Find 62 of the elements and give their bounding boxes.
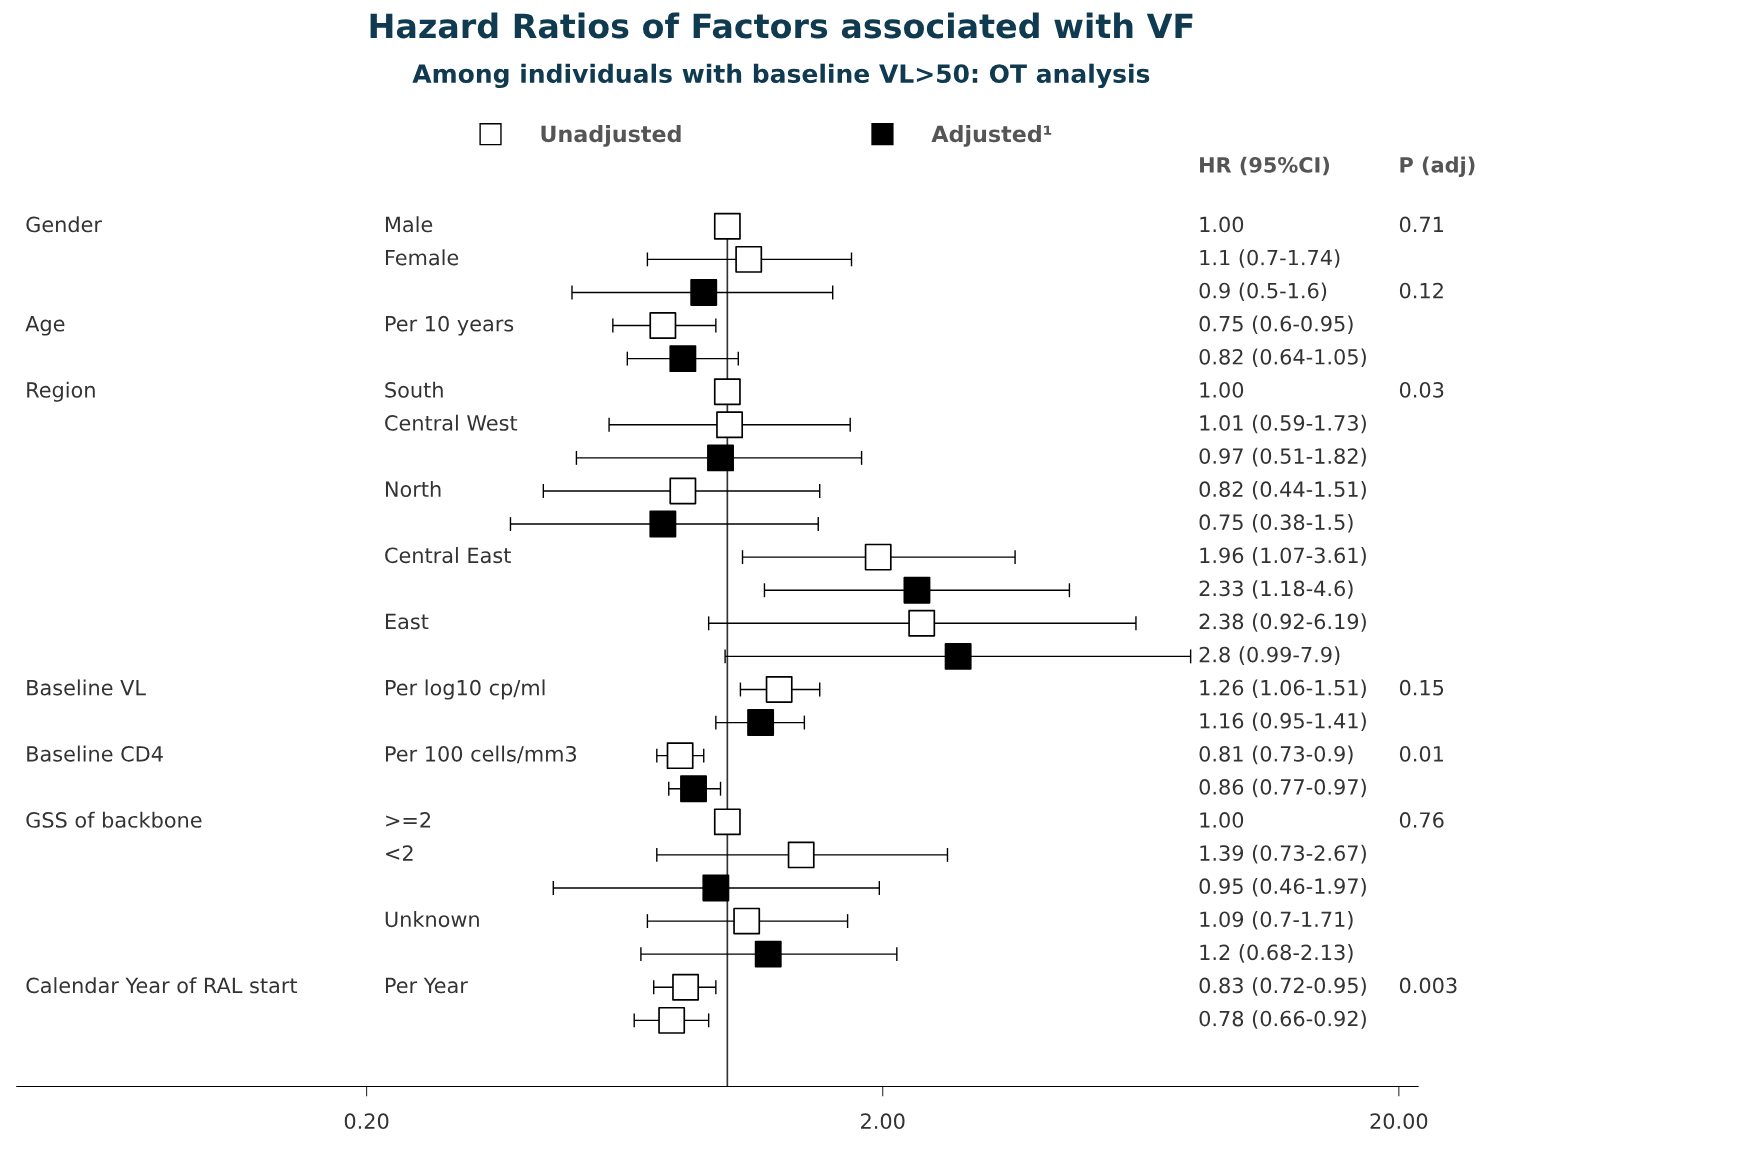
annotation: 0.78 (0.66-0.92) xyxy=(1199,1010,1366,1029)
y-tick-label: Unknown xyxy=(385,911,479,928)
y-tick-label: >=2 xyxy=(386,812,431,828)
y-tick-label: North xyxy=(385,480,441,498)
y-tick-label: East xyxy=(385,613,429,630)
annotation: 1.00 xyxy=(1200,216,1244,233)
annotation: 0.82 (0.64-1.05) xyxy=(1199,348,1366,368)
legend-label: Unadjusted xyxy=(541,125,681,147)
chart-title: Hazard Ratios of Factors associated with VF xyxy=(370,12,1193,39)
y2-tick-label: Region xyxy=(27,381,95,402)
x-tick-label: 2.00 xyxy=(861,1113,905,1130)
y-tick-label: Per log10 cp/ml xyxy=(385,679,545,700)
annotation: 0.86 (0.77-0.97) xyxy=(1199,778,1366,798)
y2-tick-label: Baseline VL xyxy=(27,679,146,696)
chart-subtitle: Among individuals with baseline VL>50: OT analysis xyxy=(412,63,1150,89)
y-tick-label: Central East xyxy=(385,547,511,564)
annotation: 1.09 (0.7-1.71) xyxy=(1200,911,1353,930)
annotation: 1.00 xyxy=(1200,381,1244,398)
annotation: 1.1 (0.7-1.74) xyxy=(1200,249,1340,268)
annotation: 0.95 (0.46-1.97) xyxy=(1199,877,1366,897)
annotation: 1.39 (0.73-2.67) xyxy=(1200,844,1366,864)
y-tick-label: South xyxy=(385,381,443,398)
annotation: 2.8 (0.99-7.9) xyxy=(1199,646,1340,665)
y-tick-label: Per 100 cells/mm3 xyxy=(385,745,577,764)
annotation: 0.003 xyxy=(1399,977,1457,994)
annotation: 0.83 (0.72-0.95) xyxy=(1199,977,1366,996)
y-tick-label: <2 xyxy=(386,845,413,861)
y2-tick-label: GSS of backbone xyxy=(26,811,202,828)
annotation: 2.38 (0.92-6.19) xyxy=(1199,613,1366,632)
y-tick-label: Central West xyxy=(385,414,518,431)
annotation: 0.12 xyxy=(1399,282,1443,299)
legend-label: Adjusted¹ xyxy=(931,125,1052,147)
x-tick-label: 20.00 xyxy=(1370,1113,1428,1130)
annotation: 0.82 (0.44-1.51) xyxy=(1199,480,1366,500)
annotation: 1.2 (0.68-2.13) xyxy=(1200,944,1353,963)
annotation: 0.01 xyxy=(1399,745,1443,762)
annotation: 0.76 xyxy=(1399,812,1444,828)
annotation: 0.03 xyxy=(1399,381,1444,398)
annotation: 1.96 (1.07-3.61) xyxy=(1200,547,1366,566)
y-tick-label: Male xyxy=(385,216,433,233)
annotation: 1.26 (1.06-1.51) xyxy=(1200,679,1366,698)
annotation: 0.15 xyxy=(1399,679,1444,696)
annotation: 1.01 (0.59-1.73) xyxy=(1200,414,1366,434)
annotation: 0.75 (0.38-1.5) xyxy=(1199,513,1353,533)
y2-tick-label: Age xyxy=(25,316,65,336)
annotation: 1.00 xyxy=(1200,812,1244,828)
y-tick-label: Per Year xyxy=(385,977,468,994)
y-tick-label: Per 10 years xyxy=(385,315,514,336)
text: P (adj) xyxy=(1400,156,1475,177)
annotation: 0.75 (0.6-0.95) xyxy=(1199,315,1353,335)
y2-tick-label: Calendar Year of RAL start xyxy=(26,977,298,994)
annotation: 0.97 (0.51-1.82) xyxy=(1199,447,1366,467)
annotation: 0.81 (0.73-0.9) xyxy=(1199,745,1353,765)
y2-tick-label: Gender xyxy=(26,216,102,233)
annotation: 0.9 (0.5-1.6) xyxy=(1199,282,1327,301)
annotation: 0.71 xyxy=(1399,216,1443,233)
annotation: 1.16 (0.95-1.41) xyxy=(1200,712,1366,732)
x-tick-label: 0.20 xyxy=(344,1113,389,1130)
annotation: 2.33 (1.18-4.6) xyxy=(1199,580,1353,599)
y-tick-label: Female xyxy=(385,249,459,266)
y2-tick-label: Baseline CD4 xyxy=(27,745,163,762)
text: HR (95%CI) xyxy=(1200,156,1330,176)
